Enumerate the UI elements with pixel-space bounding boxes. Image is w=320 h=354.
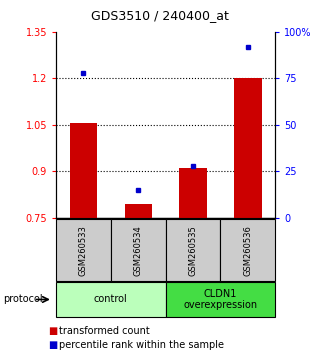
Text: ■: ■ — [48, 340, 57, 350]
Text: GDS3510 / 240400_at: GDS3510 / 240400_at — [91, 10, 229, 22]
Bar — [70, 123, 97, 218]
Text: protocol: protocol — [3, 295, 43, 304]
Text: ■: ■ — [48, 326, 57, 336]
Text: percentile rank within the sample: percentile rank within the sample — [59, 340, 224, 350]
Text: GSM260534: GSM260534 — [134, 225, 143, 276]
Text: transformed count: transformed count — [59, 326, 150, 336]
Text: GSM260533: GSM260533 — [79, 225, 88, 276]
Text: CLDN1
overexpression: CLDN1 overexpression — [183, 289, 258, 310]
Text: GSM260536: GSM260536 — [243, 225, 252, 276]
Text: control: control — [94, 295, 128, 304]
Bar — [179, 168, 207, 218]
Bar — [124, 204, 152, 218]
Bar — [234, 78, 261, 218]
Text: GSM260535: GSM260535 — [188, 225, 197, 276]
